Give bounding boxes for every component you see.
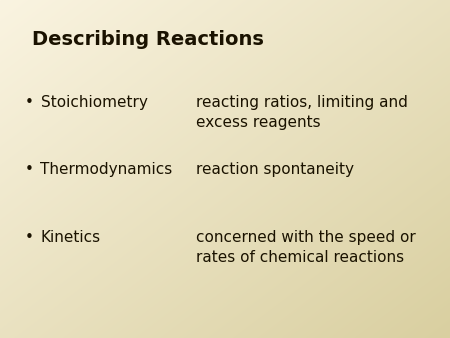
Text: Kinetics: Kinetics — [40, 230, 101, 245]
Text: Thermodynamics: Thermodynamics — [40, 162, 173, 177]
Text: •: • — [25, 162, 34, 177]
Text: reaction spontaneity: reaction spontaneity — [196, 162, 354, 177]
Text: •: • — [25, 95, 34, 110]
Text: reacting ratios, limiting and
excess reagents: reacting ratios, limiting and excess rea… — [196, 95, 408, 130]
Text: •: • — [25, 230, 34, 245]
Text: concerned with the speed or
rates of chemical reactions: concerned with the speed or rates of che… — [196, 230, 415, 265]
Text: Describing Reactions: Describing Reactions — [32, 30, 263, 49]
Text: Stoichiometry: Stoichiometry — [40, 95, 148, 110]
